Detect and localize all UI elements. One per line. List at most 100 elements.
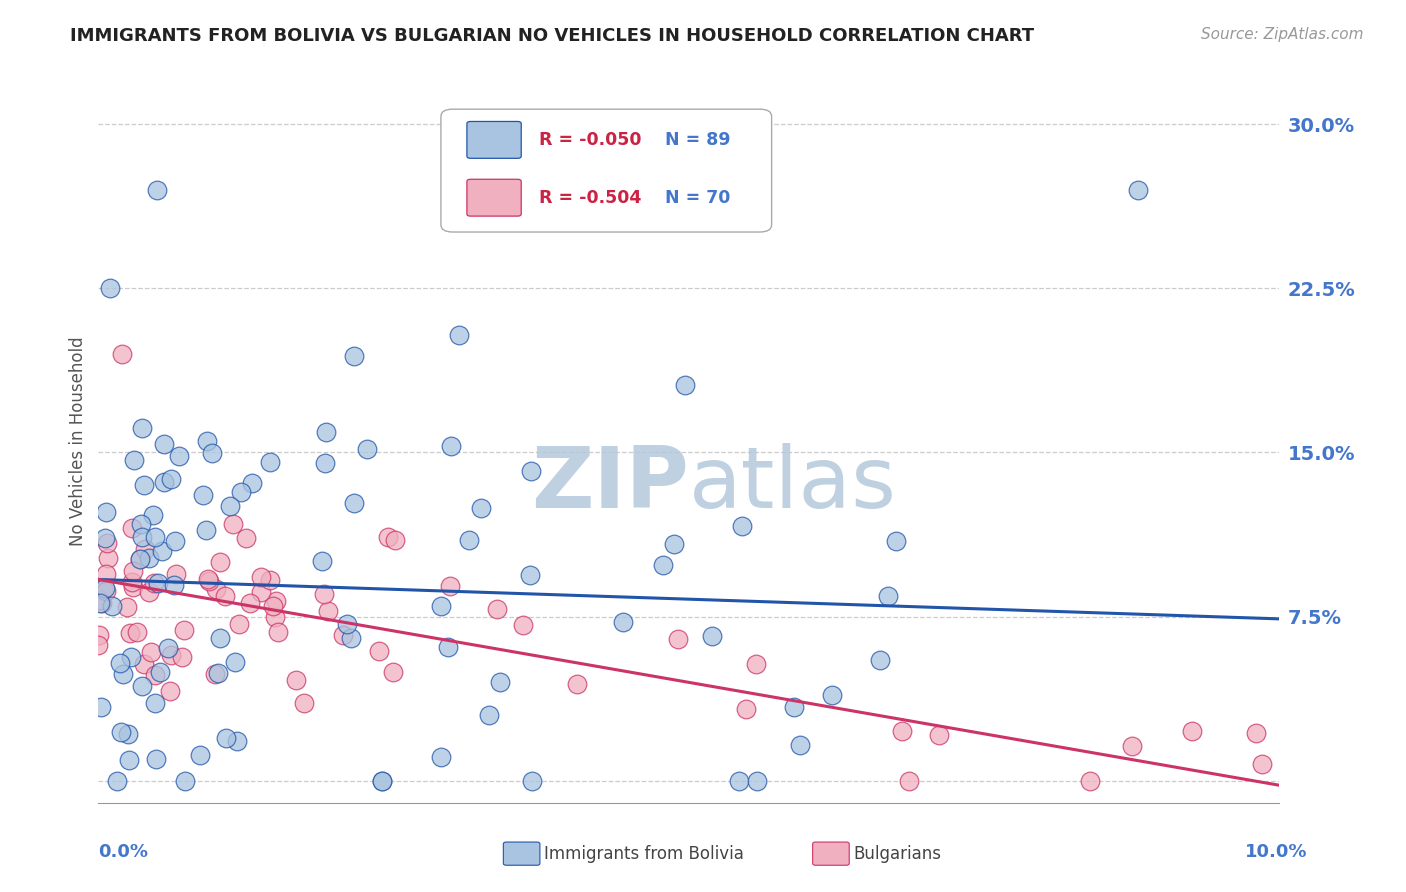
Point: [157, 641, 180, 656]
Point: [117, 726, 139, 740]
FancyBboxPatch shape: [441, 109, 772, 232]
Point: [485, 602, 508, 616]
Point: [250, 585, 273, 599]
Point: [652, 558, 675, 573]
Point: [240, 475, 263, 490]
Point: [666, 632, 689, 646]
Text: R = -0.050: R = -0.050: [538, 131, 641, 149]
Point: [884, 533, 907, 548]
Point: [191, 488, 214, 502]
Point: [146, 575, 169, 590]
Point: [214, 589, 236, 603]
FancyBboxPatch shape: [467, 179, 522, 216]
Point: [91, 596, 114, 610]
Point: [96, 536, 118, 550]
Point: [1181, 724, 1204, 739]
Point: [519, 464, 541, 478]
Point: [673, 377, 696, 392]
Point: [731, 518, 754, 533]
Point: [143, 530, 166, 544]
Point: [382, 665, 405, 679]
Point: [1121, 739, 1143, 753]
Point: [340, 631, 363, 645]
Point: [457, 533, 479, 548]
Point: [430, 749, 453, 764]
Text: R = -0.504: R = -0.504: [538, 189, 641, 207]
Point: [129, 552, 152, 566]
Point: [131, 679, 153, 693]
Point: [208, 632, 231, 646]
Point: [159, 648, 181, 663]
Point: [231, 485, 253, 500]
Point: [174, 773, 197, 788]
Point: [111, 347, 134, 361]
Text: Bulgarians: Bulgarians: [853, 845, 942, 863]
Point: [520, 773, 543, 788]
Point: [204, 582, 226, 596]
Point: [128, 552, 150, 566]
Point: [89, 627, 111, 641]
Point: [120, 625, 142, 640]
Point: [145, 696, 167, 710]
Point: [370, 773, 392, 788]
Point: [869, 653, 891, 667]
Point: [163, 534, 186, 549]
Point: [165, 567, 187, 582]
Point: [447, 328, 470, 343]
Point: [292, 696, 315, 710]
Point: [118, 753, 141, 767]
Point: [489, 675, 512, 690]
Point: [249, 570, 271, 584]
FancyBboxPatch shape: [467, 121, 522, 158]
Point: [105, 773, 128, 788]
Point: [735, 702, 758, 716]
Point: [377, 530, 399, 544]
Point: [172, 650, 194, 665]
Y-axis label: No Vehicles in Household: No Vehicles in Household: [69, 336, 87, 547]
Point: [188, 748, 211, 763]
Point: [120, 649, 142, 664]
Point: [565, 677, 588, 691]
Point: [262, 599, 284, 614]
Point: [108, 656, 131, 670]
Point: [332, 628, 354, 642]
Point: [91, 582, 114, 596]
Point: [122, 564, 145, 578]
Point: [264, 594, 287, 608]
Point: [194, 523, 217, 537]
Point: [259, 455, 281, 469]
Point: [1126, 183, 1149, 197]
Point: [228, 616, 250, 631]
Point: [789, 738, 811, 752]
Point: [700, 629, 723, 643]
Point: [121, 574, 143, 589]
Point: [215, 731, 238, 745]
Point: [94, 505, 117, 519]
Point: [132, 478, 155, 492]
Point: [112, 667, 135, 681]
Point: [783, 699, 806, 714]
Text: IMMIGRANTS FROM BOLIVIA VS BULGARIAN NO VEHICLES IN HOUSEHOLD CORRELATION CHART: IMMIGRANTS FROM BOLIVIA VS BULGARIAN NO …: [70, 27, 1035, 45]
Point: [173, 623, 195, 637]
Point: [315, 425, 337, 440]
Point: [145, 751, 167, 765]
Point: [200, 446, 222, 460]
Point: [222, 516, 245, 531]
Point: [316, 604, 339, 618]
Point: [143, 668, 166, 682]
Point: [162, 578, 184, 592]
Point: [121, 521, 143, 535]
Point: [94, 531, 117, 545]
Point: [1250, 756, 1272, 771]
Point: [928, 728, 950, 742]
Point: [235, 531, 257, 545]
Point: [96, 584, 118, 599]
Point: [314, 456, 336, 470]
Point: [877, 589, 900, 603]
Point: [94, 581, 117, 595]
Point: [167, 450, 190, 464]
Point: [97, 550, 120, 565]
Point: [159, 684, 181, 698]
Point: [98, 281, 121, 295]
Point: [1244, 725, 1267, 739]
